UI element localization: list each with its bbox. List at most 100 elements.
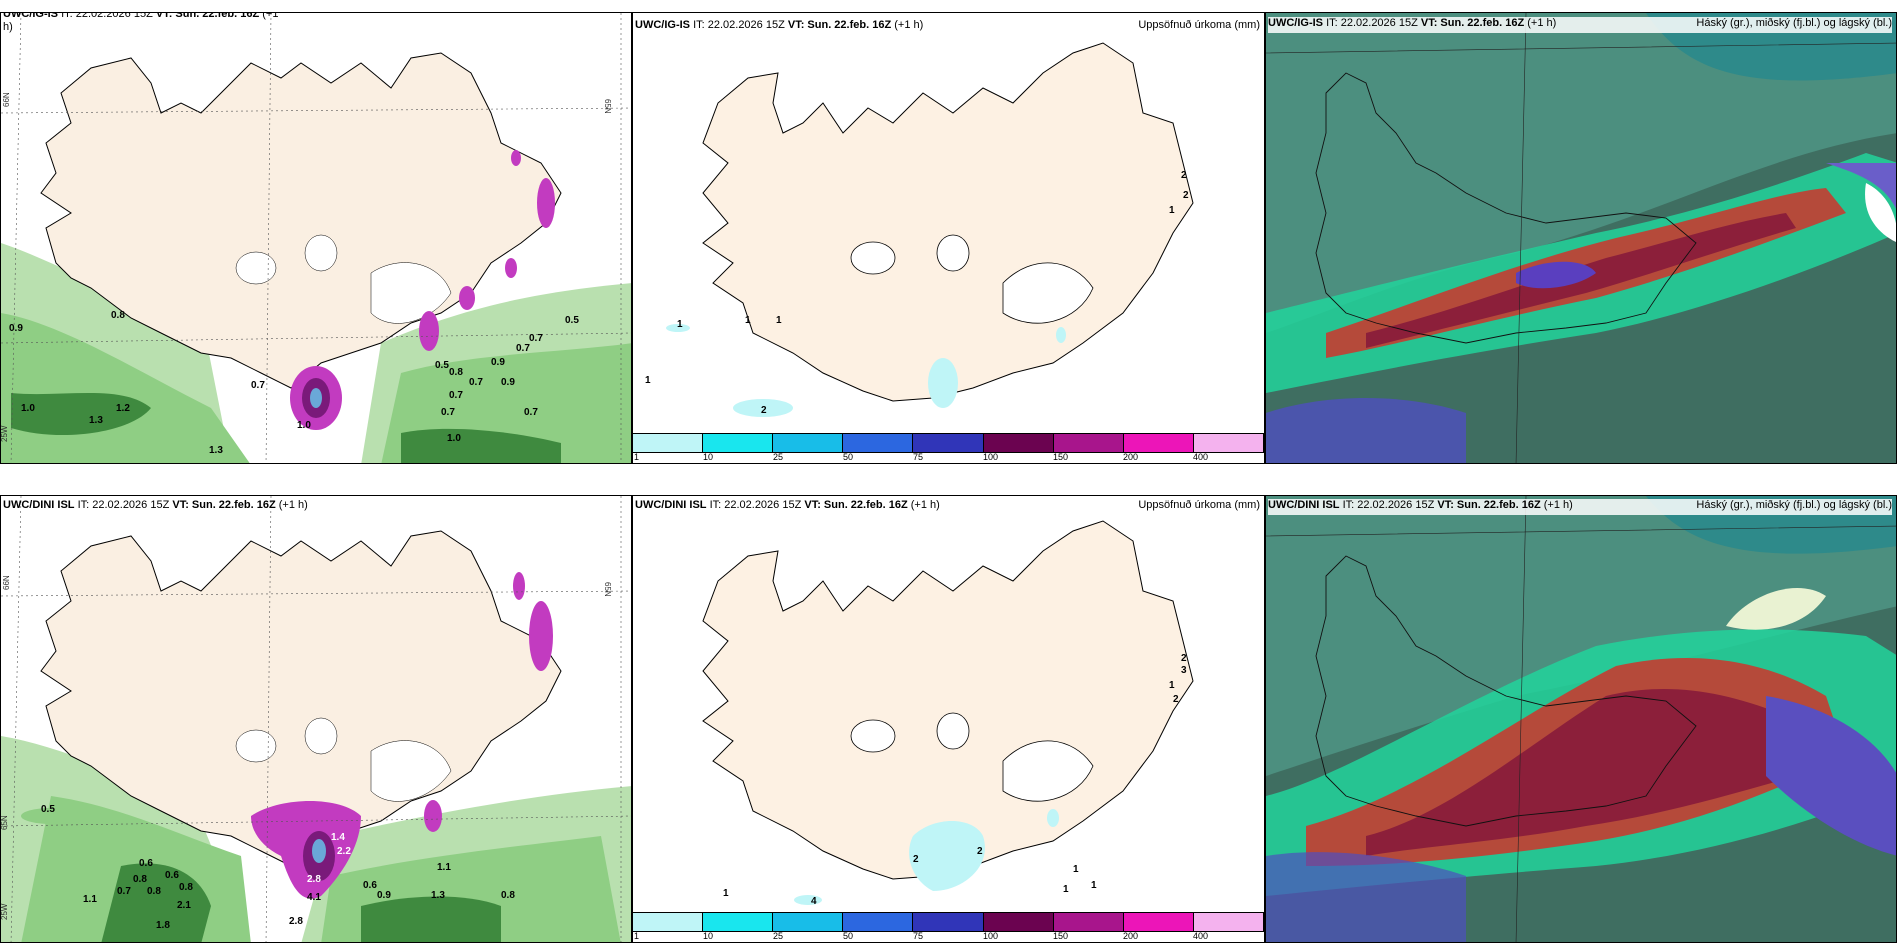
lead-time-wrap: h) [3, 21, 13, 33]
init-time: IT: 22.02.2026 15Z [61, 12, 153, 20]
init-time: IT: 22.02.2026 15Z [1342, 499, 1435, 511]
colorbar-label: 25 [773, 452, 784, 462]
wind-map-top: 66N 65N 25W 0.9 0.8 1.0 1.3 1.2 0.7 1.0 … [1, 13, 631, 463]
colorbar-label: 50 [843, 452, 854, 462]
colorbar-label: 50 [843, 931, 854, 941]
lead-time: (+1 h) [894, 19, 924, 31]
lead-time: (+1 h) [910, 499, 940, 511]
precip-value: 4 [811, 896, 817, 907]
colorbar-label: 100 [983, 931, 999, 941]
precip-value: 1 [745, 315, 751, 326]
precip-panel-top: UWC/IG-IS IT: 22.02.2026 15Z VT: Sun. 22… [632, 12, 1265, 464]
model-name: UWC/DINI ISL [635, 499, 707, 511]
wind-value: 1.3 [209, 445, 223, 456]
precip-panel-bottom: UWC/DINI ISL IT: 22.02.2026 15Z VT: Sun.… [632, 495, 1265, 943]
precip-panel-bottom-header: UWC/DINI ISL IT: 22.02.2026 15Z VT: Sun.… [635, 499, 1260, 515]
valid-time: VT: Sun. 22.feb. 16Z [804, 499, 908, 511]
wind-value: 2.1 [177, 900, 191, 911]
precip-value: 2 [1181, 653, 1187, 664]
wind-value: 1.1 [437, 862, 451, 873]
lat-label-right: 65N [603, 582, 612, 597]
wind-value: 1.3 [89, 415, 103, 426]
lon-label: 25W [1, 903, 9, 920]
precip-title: Uppsöfnuð úrkoma (mm) [1138, 19, 1260, 31]
wind-value: 0.7 [449, 390, 463, 401]
precip-value: 1 [723, 888, 729, 899]
wind-value: 2.8 [289, 916, 303, 927]
wind-value: 1.0 [297, 420, 311, 431]
cloud-panel-top: UWC/IG-IS IT: 22.02.2026 15Z VT: Sun. 22… [1265, 12, 1897, 464]
wind-value: 1.1 [83, 894, 97, 905]
precip-value: 1 [1063, 884, 1069, 895]
wind-value: 0.5 [565, 315, 579, 326]
colorbar-label: 75 [913, 931, 924, 941]
valid-time: VT: Sun. 22.feb. 16Z [155, 12, 260, 20]
colorbar-label: 400 [1193, 452, 1209, 462]
colorbar-label: 25 [773, 931, 784, 941]
valid-time: VT: Sun. 22.feb. 16Z [1437, 499, 1541, 511]
colorbar-swatches [633, 912, 1264, 932]
lead-time: (+1 h) [1543, 499, 1573, 511]
colorbar-label: 150 [1053, 452, 1069, 462]
precip-value: 2 [913, 854, 919, 865]
iceland-land [702, 42, 1194, 402]
precip-value: 1 [1169, 680, 1175, 691]
wind-value: 0.8 [179, 882, 193, 893]
wind-value: 0.9 [491, 357, 505, 368]
colorbar-label: 150 [1053, 931, 1069, 941]
colorbar-label: 200 [1123, 452, 1139, 462]
wind-value: 1.3 [431, 890, 445, 901]
wind-value: 1.0 [447, 433, 461, 444]
colorbar-label: 1 [634, 452, 640, 462]
wind-value: 0.7 [441, 407, 455, 418]
precip-map-top: 1 1 1 1 2 2 2 1 [645, 42, 1194, 417]
init-time: IT: 22.02.2026 15Z [693, 19, 785, 31]
lat-label: 66N [2, 575, 11, 590]
lead-time: (+1 h) [278, 499, 308, 511]
lat-label-2: 65N [1, 815, 9, 830]
wind-value: 1.0 [21, 403, 35, 414]
colorbar-label: 200 [1123, 931, 1139, 941]
wind-panel-bottom-header: UWC/DINI ISL IT: 22.02.2026 15Z VT: Sun.… [3, 499, 627, 515]
cloud-title: Háský (gr.), miðský (fj.bl.) og lágský (… [1696, 499, 1892, 511]
precip-value: 1 [1073, 864, 1079, 875]
model-name: UWC/DINI ISL [1268, 499, 1340, 511]
lead-time: (+1 [262, 12, 279, 20]
cloud-title: Háský (gr.), miðský (fj.bl.) og lágský (… [1696, 17, 1892, 29]
cloud-panel-bottom-header: UWC/DINI ISL IT: 22.02.2026 15Z VT: Sun.… [1268, 499, 1892, 515]
wind-value: 1.4 [331, 832, 345, 843]
wind-value: 0.6 [165, 870, 179, 881]
wind-value: 0.9 [9, 323, 23, 334]
wind-value: 0.7 [529, 333, 543, 344]
precip-value: 2 [1181, 170, 1187, 181]
precip-panel-top-header: UWC/IG-IS IT: 22.02.2026 15Z VT: Sun. 22… [635, 19, 1260, 35]
colorbar-swatches [633, 433, 1264, 453]
wind-value: 0.9 [501, 377, 515, 388]
lead-time: (+1 h) [1527, 17, 1557, 29]
lat-label-right: 65N [603, 99, 612, 114]
colorbar-label: 1 [634, 931, 640, 941]
precip-colorbar-top: 1 10 25 50 75 100 150 200 400 [633, 433, 1264, 463]
colorbar-label: 100 [983, 452, 999, 462]
valid-time: VT: Sun. 22.feb. 16Z [172, 499, 276, 511]
cloud-panel-top-header: UWC/IG-IS IT: 22.02.2026 15Z VT: Sun. 22… [1268, 17, 1892, 33]
precip-value: 1 [677, 319, 683, 330]
precip-value: 1 [645, 375, 651, 386]
wind-value: 0.6 [139, 858, 153, 869]
wind-value: 0.8 [133, 874, 147, 885]
wind-value: 0.6 [363, 880, 377, 891]
wind-value: 0.7 [524, 407, 538, 418]
wind-value: 0.8 [449, 367, 463, 378]
valid-time: VT: Sun. 22.feb. 16Z [1420, 17, 1525, 29]
colorbar-label: 10 [703, 452, 714, 462]
precip-value: 1 [1091, 880, 1097, 891]
cloud-panel-bottom: UWC/DINI ISL IT: 22.02.2026 15Z VT: Sun.… [1265, 495, 1897, 943]
wind-value: 0.7 [251, 380, 265, 391]
wind-value: 0.5 [435, 360, 449, 371]
wind-value: 0.7 [516, 343, 530, 354]
model-name: UWC/IG-IS [635, 19, 690, 31]
wind-panel-top-header: UWC/IG-IS IT: 22.02.2026 15Z VT: Sun. 22… [3, 12, 627, 24]
precip-value: 2 [1173, 694, 1179, 705]
wind-value: 0.9 [377, 890, 391, 901]
model-name: UWC/DINI ISL [3, 499, 75, 511]
